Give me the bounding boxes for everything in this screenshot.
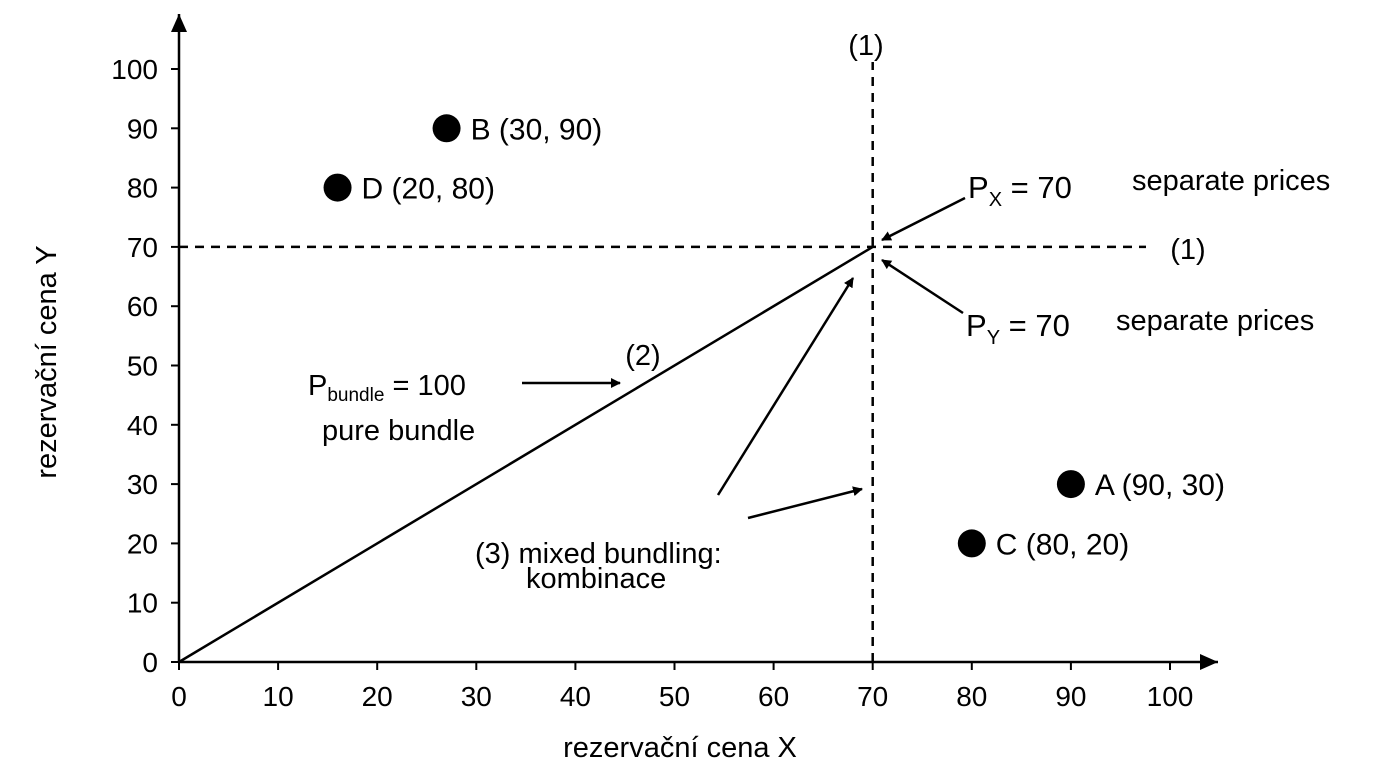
x-tick-label: 60 xyxy=(758,681,789,712)
y-tick-label: 0 xyxy=(142,647,158,678)
mixed-label-1: (3) mixed bundling: xyxy=(475,538,722,570)
y-tick-label: 80 xyxy=(127,173,158,204)
py-arrow xyxy=(881,258,964,315)
line1-vertical-label: (1) xyxy=(848,30,883,62)
annotation-arrows xyxy=(522,196,966,520)
py-label: PY = 70 xyxy=(966,308,1070,349)
x-tick-label: 100 xyxy=(1147,681,1194,712)
data-point xyxy=(1056,470,1085,499)
point-label: C (80, 20) xyxy=(996,528,1129,561)
x-axis-label: rezervační cena X xyxy=(563,732,797,764)
mixed-arrow-corner xyxy=(716,277,855,496)
points: B (30, 90) D (20, 80) A (90, 30) C (80, 20) xyxy=(323,113,1225,561)
y-tick-label: 70 xyxy=(127,232,158,263)
x-tick-label: 50 xyxy=(659,681,690,712)
bundle-note: pure bundle xyxy=(322,415,475,447)
point-label: D (20, 80) xyxy=(362,173,495,206)
x-tick-label: 90 xyxy=(1055,681,1086,712)
y-tick-label: 100 xyxy=(111,54,158,85)
line2-label: (2) xyxy=(625,340,660,372)
y-tick-label: 50 xyxy=(127,351,158,382)
point-label: A (90, 30) xyxy=(1095,469,1225,502)
line1-horizontal-label: (1) xyxy=(1170,234,1205,266)
px-label: PX = 70 xyxy=(968,170,1072,211)
y-tick-label: 40 xyxy=(127,410,158,441)
px-arrow xyxy=(881,196,966,242)
y-tick-label: 90 xyxy=(127,113,158,144)
y-axis-label: rezervační cena Y xyxy=(31,245,63,478)
mixed-label-2: kombinace xyxy=(526,563,666,595)
px-note: separate prices xyxy=(1132,165,1330,197)
py-note: separate prices xyxy=(1116,305,1314,337)
point-label: B (30, 90) xyxy=(471,113,603,146)
x-tick-label: 0 xyxy=(171,681,187,712)
y-tick-label: 60 xyxy=(127,291,158,322)
x-tick-label: 20 xyxy=(362,681,393,712)
mixed-arrow-vertical xyxy=(747,486,863,520)
data-point xyxy=(323,173,352,202)
line-2-solid xyxy=(178,245,874,664)
bundle-label: Pbundle = 100 xyxy=(308,370,466,406)
x-tick-label: 70 xyxy=(857,681,888,712)
lines xyxy=(178,62,1146,664)
x-tick-label: 10 xyxy=(263,681,294,712)
y-tick-label: 30 xyxy=(127,469,158,500)
data-point xyxy=(957,529,986,558)
y-tick-label: 10 xyxy=(127,588,158,619)
x-tick-label: 80 xyxy=(956,681,987,712)
tick-labels: 0 10 20 30 40 50 60 70 80 90 100 0 10 20 30 40 50 60 70 80 9… xyxy=(111,54,1193,712)
axes xyxy=(171,14,1218,670)
y-tick-label: 20 xyxy=(127,528,158,559)
x-tick-label: 30 xyxy=(461,681,492,712)
data-point xyxy=(432,114,461,143)
x-tick-label: 40 xyxy=(560,681,591,712)
